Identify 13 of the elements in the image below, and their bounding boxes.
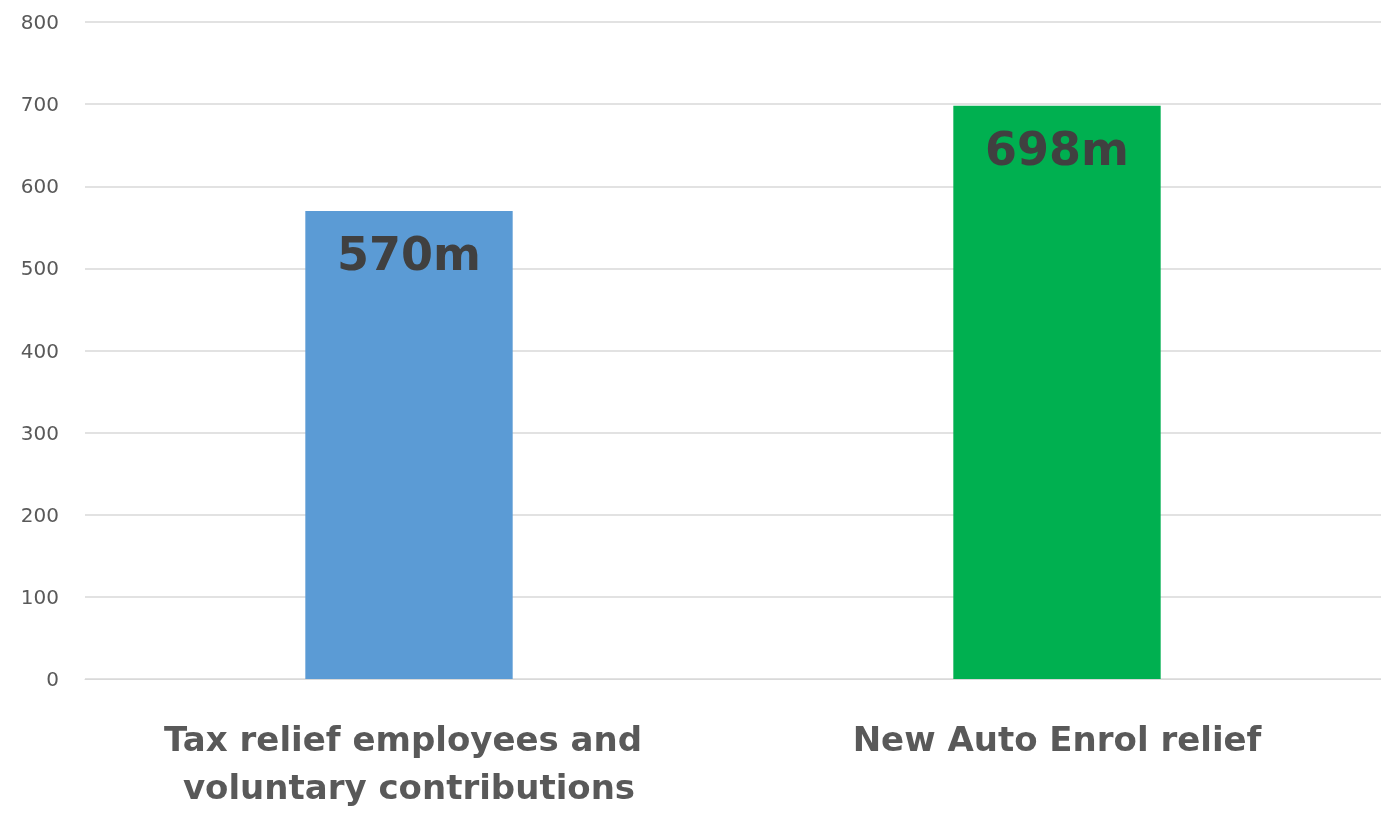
y-tick-label: 100 — [20, 584, 59, 609]
y-tick-label: 0 — [46, 667, 59, 691]
y-tick-label: 200 — [20, 502, 59, 527]
y-tick-label: 400 — [20, 338, 59, 363]
x-tick-label: Tax relief employees and voluntary contributions — [164, 719, 654, 807]
y-tick-label: 300 — [20, 420, 59, 445]
data-label: 698m — [985, 121, 1129, 176]
y-tick-label: 800 — [20, 10, 59, 34]
data-label: 570m — [337, 226, 481, 281]
y-tick-label: 500 — [20, 256, 59, 281]
x-tick-label: New Auto Enrol relief — [852, 719, 1263, 759]
y-tick-label: 700 — [20, 92, 59, 117]
y-tick-label: 600 — [20, 174, 59, 199]
